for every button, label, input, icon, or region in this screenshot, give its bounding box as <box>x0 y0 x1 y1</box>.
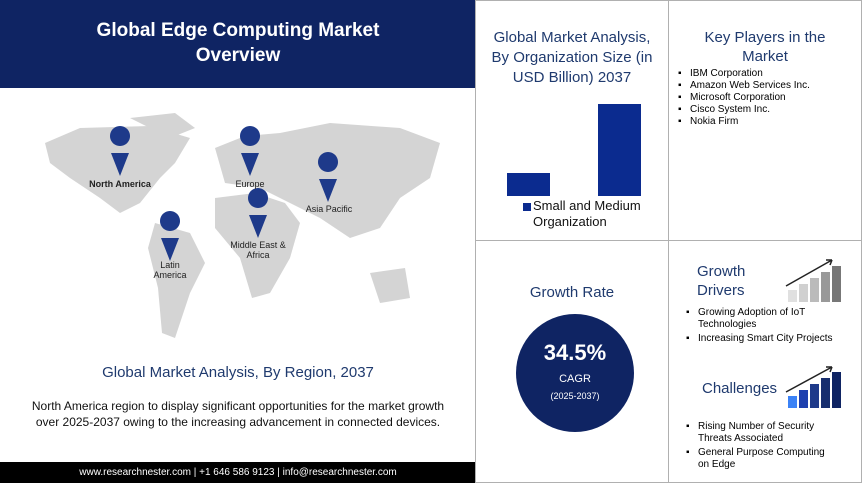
list-item: Growing Adoption of IoT Technologies <box>686 307 856 331</box>
challenges-list: Rising Number of Security Threats Associ… <box>686 421 836 473</box>
list-item: Cisco System Inc. <box>678 104 858 116</box>
list-item: Increasing Smart City Projects <box>686 333 856 345</box>
players-title: Key Players in the Market <box>704 29 826 65</box>
region-label: Latin America <box>153 260 187 280</box>
world-map <box>45 113 440 338</box>
growth-title: Growth Rate <box>529 284 615 301</box>
list-item: IBM Corporation <box>678 68 858 80</box>
list-item: Rising Number of Security Threats Associ… <box>686 421 836 445</box>
header <box>0 0 476 88</box>
land <box>45 113 440 338</box>
drivers-list: Growing Adoption of IoT Technologies Incr… <box>686 307 856 347</box>
map-description: North America region to display signific… <box>31 399 445 429</box>
region-label: Europe <box>235 179 265 189</box>
growth-label: CAGR <box>559 373 591 385</box>
growth-circle <box>516 314 634 432</box>
region-label: Middle East & Africa <box>230 240 286 260</box>
main-title: Global Edge Computing Market Overview <box>96 20 380 66</box>
list-item: Amazon Web Services Inc. <box>678 80 858 92</box>
drivers-title: Growth Drivers <box>697 263 746 299</box>
legend-swatch <box>523 203 531 211</box>
map-title: Global Market Analysis, By Region, 2037 <box>102 364 374 381</box>
footer: www.researchnester.com | +1 646 586 9123… <box>0 462 476 483</box>
players-list: IBM CorporationAmazon Web Services Inc.M… <box>678 68 858 128</box>
region-label: Asia Pacific <box>305 204 353 214</box>
list-item: Microsoft Corporation <box>678 92 858 104</box>
legend-label: Small and Medium Organization <box>533 198 641 229</box>
growth-value: 34.5% <box>543 340 607 365</box>
chart-title: Global Market Analysis, By Organization … <box>491 29 653 86</box>
region-label: North America <box>89 179 151 189</box>
list-item: General Purpose Computing on Edge <box>686 447 836 471</box>
chart <box>507 104 641 196</box>
challenges-icon <box>785 366 841 408</box>
pins <box>110 126 339 261</box>
drivers-icon <box>785 259 841 302</box>
bar <box>598 104 641 196</box>
growth-period: (2025-2037) <box>550 391 600 401</box>
challenges-title: Challenges <box>702 380 778 397</box>
list-item: Nokia Firm <box>678 116 858 128</box>
bar <box>507 173 550 196</box>
